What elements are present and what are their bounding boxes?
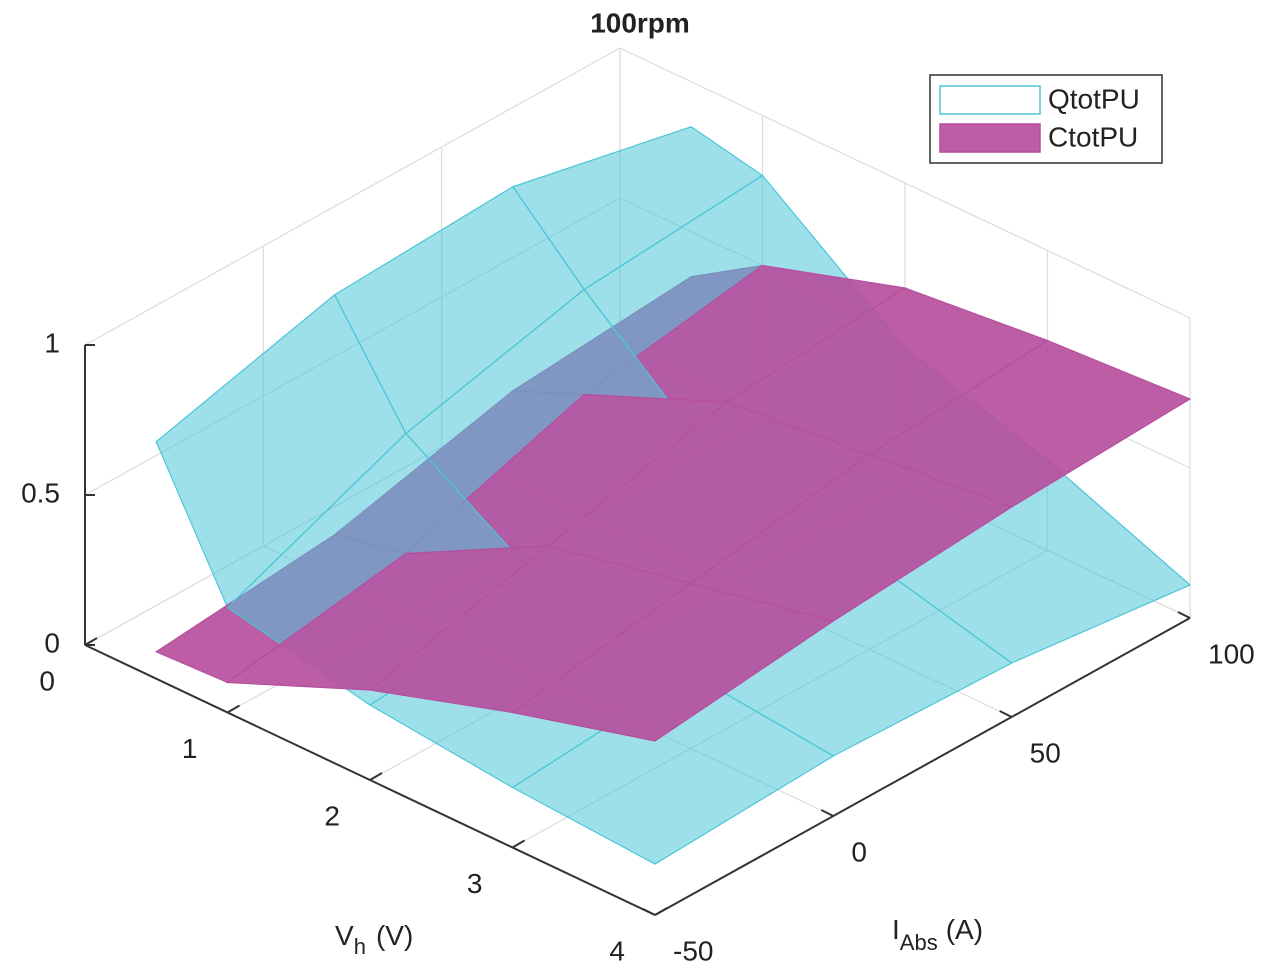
grid-line — [619, 47, 1191, 319]
y-tick-label: -50 — [673, 935, 713, 966]
legend-label: CtotPU — [1048, 121, 1138, 152]
x-tick-label: 2 — [324, 800, 340, 831]
tick-mark — [84, 637, 98, 646]
y-label-unit: (A) — [946, 914, 983, 945]
axes: 0 0.5 1 0 1 2 3 4 -50 0 50 100 — [21, 327, 1255, 966]
tick-mark — [511, 839, 526, 849]
tick-mark — [654, 907, 668, 916]
z-tick-label: 1 — [44, 327, 60, 358]
y-tick-label: 50 — [1030, 737, 1061, 768]
x-label-main: V — [335, 920, 354, 951]
legend-swatch — [939, 123, 1041, 153]
x-label-unit: (V) — [376, 920, 413, 951]
y-axis — [654, 617, 1191, 916]
chart-title: 100rpm — [590, 7, 690, 38]
surface-patch — [511, 582, 835, 742]
tick-mark — [369, 772, 383, 781]
x-tick-label: 0 — [39, 665, 55, 696]
y-axis-label: IAbs (A) — [892, 914, 983, 954]
y-label-sub: Abs — [900, 930, 938, 955]
y-label-main: I — [892, 914, 900, 945]
tick-mark — [999, 710, 1013, 718]
tick-mark — [226, 704, 241, 714]
grid-line — [84, 47, 621, 346]
y-tick-label: 0 — [851, 836, 867, 867]
tick-mark — [1177, 611, 1191, 619]
x-label-sub: h — [354, 934, 366, 959]
x-axis-label: Vh (V) — [335, 920, 413, 958]
z-tick-label: 0.5 — [21, 477, 60, 508]
y-tick-label: 100 — [1208, 638, 1255, 669]
surfaces — [154, 126, 1192, 865]
z-tick-label: 0 — [44, 627, 60, 658]
legend-swatch — [939, 85, 1041, 115]
x-tick-label: 1 — [182, 733, 198, 764]
x-tick-label: 4 — [609, 935, 625, 966]
tick-mark — [820, 809, 834, 817]
tick-mark — [642, 908, 656, 916]
legend: QtotPU CtotPU — [929, 74, 1163, 164]
legend-label: QtotPU — [1048, 83, 1140, 114]
x-tick-label: 3 — [467, 868, 483, 899]
